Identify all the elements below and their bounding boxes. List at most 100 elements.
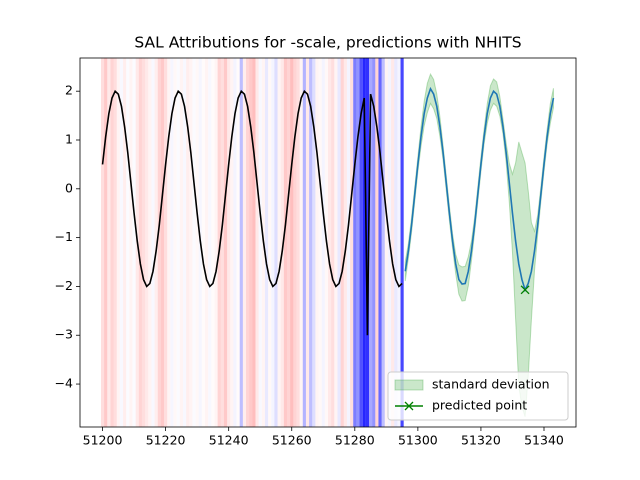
y-tick-label: −3 (55, 327, 73, 342)
attribution-stripe (319, 58, 322, 427)
attribution-stripe (353, 58, 357, 427)
attribution-stripe (280, 58, 284, 427)
legend: standard deviation predicted point (387, 371, 569, 421)
attribution-stripe (391, 58, 395, 427)
series-line (404, 86, 555, 292)
attribution-stripe (365, 58, 369, 427)
attribution-stripe (271, 58, 275, 427)
attribution-stripe (104, 58, 108, 427)
attribution-stripe (252, 58, 256, 427)
attribution-stripe (346, 58, 351, 427)
attribution-stripe (359, 58, 363, 427)
attribution-stripe (129, 58, 133, 427)
attribution-stripe (205, 58, 209, 427)
attribution-stripe (394, 58, 398, 427)
attribution-stripe (100, 58, 105, 427)
chart-title: SAL Attributions for -scale, predictions… (134, 34, 521, 52)
attribution-stripe (381, 58, 385, 427)
attribution-stripe (246, 58, 250, 427)
attribution-stripe (350, 58, 354, 427)
legend-marker (404, 401, 414, 411)
attribution-stripe (177, 58, 180, 427)
attribution-stripe (315, 58, 319, 427)
attribution-stripe (192, 58, 195, 427)
axes-layer: 51200 51220 51240 51260 51280 51300 51320 51340… (55, 83, 564, 448)
y-tick-label: −2 (55, 278, 73, 293)
x-tick-label: 51220 (146, 433, 186, 448)
attribution-stripe (167, 58, 171, 427)
attribution-stripe (230, 58, 234, 427)
attribution-stripe (220, 58, 224, 427)
attribution-stripe (274, 58, 278, 427)
attribution-stripe (186, 58, 190, 427)
attribution-stripe (328, 58, 332, 427)
attribution-stripe (368, 58, 373, 427)
attribution-stripe (189, 58, 193, 427)
attribution-stripe (264, 58, 269, 427)
attribution-stripe (211, 58, 214, 427)
attribution-stripe (113, 58, 117, 427)
y-tick-label: 2 (65, 83, 73, 98)
attribution-stripe (283, 58, 288, 427)
attribution-stripe (116, 58, 120, 427)
attribution-stripe (233, 58, 237, 427)
attribution-stripe (372, 58, 376, 427)
attribution-stripe (384, 58, 388, 427)
attribution-stripe (378, 58, 382, 427)
x-tick-label: 51240 (209, 433, 249, 448)
y-tick-label: 0 (65, 180, 73, 195)
attribution-stripe (141, 58, 146, 427)
x-tick-label: 51200 (83, 433, 123, 448)
attribution-stripe (145, 58, 149, 427)
attribution-stripe (259, 58, 262, 427)
attribution-stripe (239, 58, 243, 427)
attribution-stripe (107, 58, 111, 427)
attribution-stripe (164, 58, 168, 427)
attribution-stripe (290, 58, 294, 427)
attribution-stripe (214, 58, 218, 427)
attribution-stripe (202, 58, 205, 427)
legend-swatch (394, 379, 424, 391)
x-tick-label: 51320 (461, 433, 501, 448)
x-tick-label: 51340 (524, 433, 564, 448)
attribution-stripe (375, 58, 379, 427)
y-tick-label: 1 (65, 132, 73, 147)
attribution-stripe (133, 58, 136, 427)
attribution-stripe (255, 58, 259, 427)
legend-label: predicted point (432, 398, 527, 413)
attribution-stripe (296, 58, 300, 427)
y-tick-label: −1 (55, 229, 73, 244)
x-tick-label: 51280 (335, 433, 375, 448)
attribution-stripe (151, 58, 154, 427)
predicted-marker (520, 285, 530, 295)
attribution-stripe (268, 58, 271, 427)
std-band (404, 72, 554, 417)
attribution-stripe (148, 58, 152, 427)
attribution-stripe (242, 58, 247, 427)
attribution-stripe (227, 58, 231, 427)
attribution-stripe (196, 58, 199, 427)
legend-box (387, 371, 569, 421)
attribution-stripe (157, 58, 161, 427)
attribution-stripe (356, 58, 360, 427)
attribution-stripe (277, 58, 281, 427)
attribution-stripe (179, 58, 183, 427)
series-line (101, 89, 403, 336)
attribution-layer (100, 58, 404, 427)
attribution-stripe (287, 58, 291, 427)
attribution-stripe (154, 58, 158, 427)
attribution-stripe (160, 58, 165, 427)
attribution-stripe (126, 58, 129, 427)
attribution-stripe (312, 58, 316, 427)
attribution-stripe (217, 58, 221, 427)
attribution-stripe (305, 58, 310, 427)
attribution-stripe (309, 58, 313, 427)
attribution-stripe (400, 58, 404, 427)
attribution-stripe (337, 58, 341, 427)
x-tick-label: 51300 (398, 433, 438, 448)
attribution-stripe (208, 58, 211, 427)
attribution-stripe (331, 58, 335, 427)
attribution-stripe (321, 58, 325, 427)
data-layer (101, 72, 555, 417)
